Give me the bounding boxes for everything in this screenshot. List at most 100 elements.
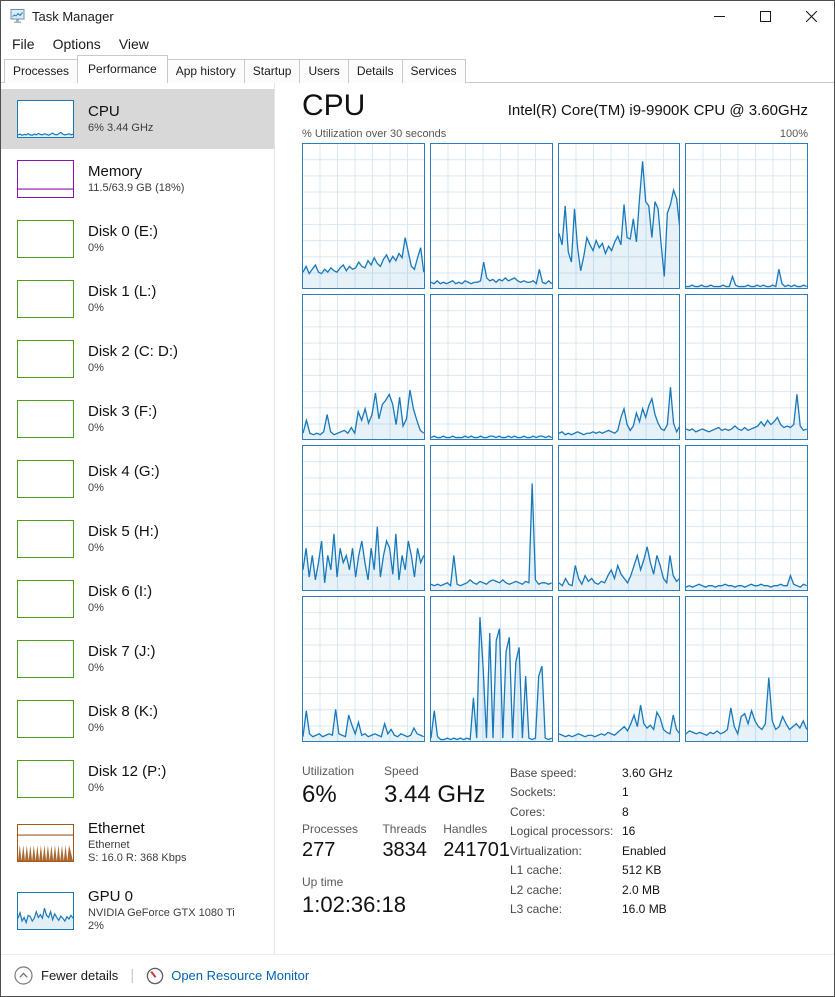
sidebar-item-subtitle: NVIDIA GeForce GTX 1080 Ti [88, 906, 235, 919]
sidebar-item-disk4[interactable]: Disk 4 (G:) 0% [1, 449, 274, 509]
cpu-graph-cell-2[interactable] [557, 142, 681, 289]
sidebar-item-subtitle: 0% [88, 781, 104, 794]
cpu-graph-cell-5[interactable] [429, 293, 553, 440]
sidebar-item-title: GPU 0 [88, 887, 134, 905]
processes-label: Processes [302, 821, 359, 836]
sidebar-item-subtitle: 0% [88, 721, 104, 734]
fewer-details-button[interactable]: Fewer details [14, 966, 118, 985]
sidebar-item-title: Disk 12 (P:) [88, 762, 167, 780]
detail-value: 16 [622, 824, 636, 838]
sidebar-item-disk3[interactable]: Disk 3 (F:) 0% [1, 389, 274, 449]
cpu-graph-cell-1[interactable] [429, 142, 553, 289]
sidebar-item-title: Ethernet [88, 819, 145, 837]
fewer-details-label: Fewer details [41, 968, 119, 983]
cpu-graph-cell-11[interactable] [685, 444, 808, 591]
close-button[interactable] [788, 1, 834, 31]
utilization-label: Utilization [302, 763, 355, 778]
cpu-graph-cell-7[interactable] [685, 293, 808, 440]
detail-value: 8 [622, 804, 629, 819]
sidebar-item-disk12[interactable]: Disk 12 (P:) 0% [1, 749, 274, 809]
sidebar-item-disk8[interactable]: Disk 8 (K:) 0% [1, 689, 274, 749]
sidebar-item-subtitle: 0% [88, 661, 104, 674]
sidebar-thumbnail-cpu [17, 100, 74, 138]
sidebar-item-disk5[interactable]: Disk 5 (H:) 0% [1, 509, 274, 569]
open-resource-monitor-link[interactable]: Open Resource Monitor [146, 967, 309, 985]
cpu-graph-cell-13[interactable] [429, 595, 553, 742]
chevron-up-circle-icon [14, 966, 33, 985]
graph-label-right: 100% [779, 127, 808, 140]
sidebar-item-gpu0[interactable]: GPU 0 NVIDIA GeForce GTX 1080 Ti 2% [1, 877, 274, 945]
sidebar-thumbnail-disk3 [17, 400, 74, 438]
sidebar-item-subtitle: 0% [88, 481, 104, 494]
cpu-graph-cell-3[interactable] [685, 142, 808, 289]
tab-startup[interactable]: Startup [243, 59, 301, 83]
sidebar-item-subtitle: 0% [88, 541, 104, 554]
menu-bar: File Options View [1, 31, 834, 57]
footer-bar: Fewer details | Open Resource Monitor [1, 954, 834, 996]
detail-value: 512 KB [622, 863, 662, 877]
cpu-graph-cell-14[interactable] [557, 595, 681, 742]
sidebar-item-title: Disk 5 (H:) [88, 522, 159, 540]
detail-label: Sockets: [510, 785, 557, 799]
sidebar-item-subtitle: 0% [88, 241, 104, 254]
sidebar-item-disk0[interactable]: Disk 0 (E:) 0% [1, 209, 274, 269]
speed-value: 3.44 GHz [384, 780, 486, 808]
sidebar-thumbnail-disk7 [17, 640, 74, 678]
sidebar-item-cpu[interactable]: CPU 6% 3.44 GHz [1, 89, 274, 149]
sidebar-item-title: Memory [88, 162, 143, 180]
graph-label-left: % Utilization over 30 seconds [302, 127, 447, 140]
sidebar-item-ethernet[interactable]: Ethernet Ethernet S: 16.0 R: 368 Kbps [1, 809, 274, 877]
cpu-graph-cell-12[interactable] [302, 595, 425, 742]
menu-item-file[interactable]: File [12, 36, 35, 52]
detail-label: Virtualization: [510, 843, 582, 858]
tab-services[interactable]: Services [401, 59, 466, 83]
minimize-button[interactable] [696, 1, 742, 31]
cpu-details-list: Base speed: 3.60 GHz Sockets: 1 Cores: 8 Logic… [510, 764, 673, 918]
sidebar-item-subtitle: 0% [88, 601, 104, 614]
sidebar-item-subtitle: 6% 3.44 GHz [88, 121, 154, 134]
open-resource-monitor-label: Open Resource Monitor [171, 968, 310, 983]
detail-value: 2.0 MB [622, 882, 661, 897]
speed-label: Speed [384, 763, 419, 778]
logical-processor-graph-grid [302, 142, 808, 742]
sidebar-item-disk7[interactable]: Disk 7 (J:) 0% [1, 629, 274, 689]
sidebar-thumbnail-memory [17, 160, 74, 198]
sidebar-thumbnail-disk12 [17, 760, 74, 798]
tab-details[interactable]: Details [347, 59, 403, 83]
maximize-button[interactable] [742, 1, 788, 31]
cpu-graph-cell-6[interactable] [557, 293, 681, 440]
cpu-graph-cell-4[interactable] [302, 293, 425, 440]
sidebar-item-subtitle: 11.5/63.9 GB (18%) [88, 181, 185, 194]
menu-item-options[interactable]: Options [52, 36, 101, 52]
sidebar-thumbnail-disk2 [17, 340, 74, 378]
handles-value: 241701 [443, 838, 510, 861]
sidebar-item-subtitle: 0% [88, 301, 104, 314]
detail-label: L3 cache: [510, 902, 563, 916]
cpu-graph-cell-9[interactable] [429, 444, 553, 591]
detail-value: 3.60 GHz [622, 765, 673, 780]
cpu-graph-cell-10[interactable] [557, 444, 681, 591]
tab-performance[interactable]: Performance [77, 55, 168, 84]
tab-app-history[interactable]: App history [166, 59, 245, 83]
sidebar-item-subtitle: 2% [88, 920, 104, 933]
utilization-value: 6% [302, 780, 337, 808]
detail-label: L2 cache: [510, 882, 563, 897]
tab-users[interactable]: Users [299, 59, 349, 83]
sidebar-item-title: Disk 4 (G:) [88, 462, 160, 480]
detail-label: L1 cache: [510, 863, 563, 877]
close-icon [805, 10, 817, 22]
sidebar-thumbnail-gpu0 [17, 892, 74, 930]
sidebar-item-disk6[interactable]: Disk 6 (I:) 0% [1, 569, 274, 629]
tab-processes[interactable]: Processes [4, 59, 79, 83]
cpu-graph-cell-0[interactable] [302, 142, 425, 289]
sidebar-item-disk1[interactable]: Disk 1 (L:) 0% [1, 269, 274, 329]
detail-label: Cores: [510, 804, 546, 819]
menu-item-view[interactable]: View [118, 36, 149, 52]
cpu-graph-cell-8[interactable] [302, 444, 425, 591]
sidebar-item-memory[interactable]: Memory 11.5/63.9 GB (18%) [1, 149, 274, 209]
cpu-graph-cell-15[interactable] [685, 595, 808, 742]
threads-label: Threads [382, 821, 427, 836]
uptime-label: Up time [302, 874, 344, 889]
sidebar-item-disk2[interactable]: Disk 2 (C: D:) 0% [1, 329, 274, 389]
